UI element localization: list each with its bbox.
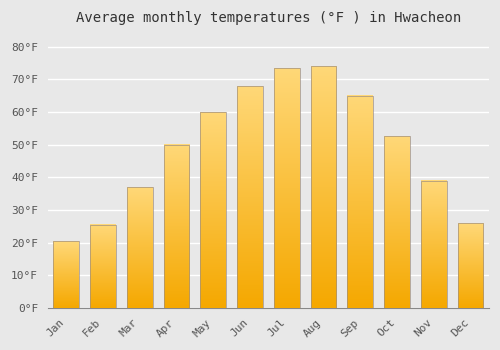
Bar [274, 68, 299, 308]
Bar [384, 136, 410, 308]
Bar [54, 241, 79, 308]
Bar [127, 187, 152, 308]
Bar [348, 96, 373, 308]
Bar [200, 112, 226, 308]
Bar [310, 66, 336, 308]
Bar [164, 145, 190, 308]
Bar [421, 181, 446, 308]
Bar [237, 86, 263, 308]
Title: Average monthly temperatures (°F ) in Hwacheon: Average monthly temperatures (°F ) in Hw… [76, 11, 461, 25]
Bar [458, 223, 483, 308]
Bar [90, 225, 116, 308]
